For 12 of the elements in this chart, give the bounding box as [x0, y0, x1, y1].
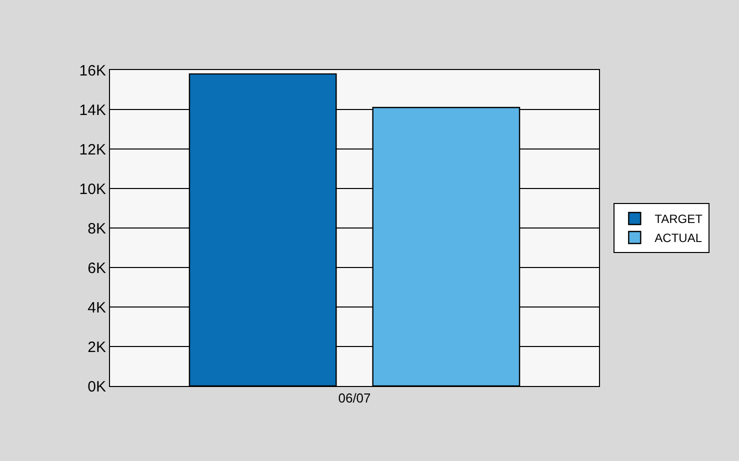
y-tick-label: 8K [88, 220, 106, 238]
y-tick-label: 2K [88, 338, 106, 356]
y-tick-label: 6K [88, 260, 106, 277]
y-tick-label: 4K [88, 299, 106, 316]
legend-label: TARGET [654, 212, 704, 226]
legend-label: ACTUAL [654, 231, 702, 246]
y-tick-label: 10K [79, 180, 106, 198]
x-tick-label: 06/07 [338, 390, 371, 406]
y-tick-label: 16K [79, 62, 106, 80]
y-tick-label: 12K [79, 141, 106, 158]
y-tick-label: 14K [79, 102, 106, 119]
y-tick-label: 0K [88, 378, 106, 396]
